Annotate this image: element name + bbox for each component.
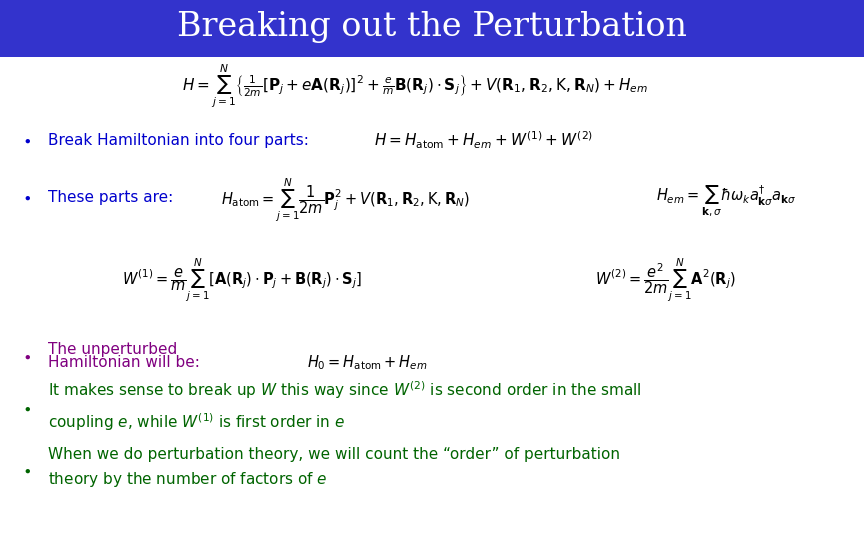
Text: The unperturbed: The unperturbed [48,342,177,357]
Text: $\bullet$: $\bullet$ [22,462,30,477]
Text: $H = \sum_{j=1}^{N}\left\{\frac{1}{2m}\left[\mathbf{P}_j + e\mathbf{A}\left(\mat: $H = \sum_{j=1}^{N}\left\{\frac{1}{2m}\l… [181,63,648,110]
Text: $W^{(2)} = \dfrac{e^2}{2m}\sum_{j=1}^{N}\mathbf{A}^2\left(\mathbf{R}_j\right)$: $W^{(2)} = \dfrac{e^2}{2m}\sum_{j=1}^{N}… [595,257,735,305]
Text: Hamiltonian will be:: Hamiltonian will be: [48,355,200,370]
Text: $\bullet$: $\bullet$ [22,190,30,205]
Text: $H_{em} = \sum_{\mathbf{k},\sigma}\hbar\omega_k a_{\mathbf{k}\sigma}^{\dagger}a_: $H_{em} = \sum_{\mathbf{k},\sigma}\hbar\… [656,183,796,219]
Text: $H_0 = H_{\mathrm{atom}} + H_{em}$: $H_0 = H_{\mathrm{atom}} + H_{em}$ [307,354,427,372]
Text: Breaking out the Perturbation: Breaking out the Perturbation [177,11,687,43]
Text: $H = H_{\mathrm{atom}} + H_{em} + W^{(1)} + W^{(2)}$: $H = H_{\mathrm{atom}} + H_{em} + W^{(1)… [374,130,594,151]
FancyBboxPatch shape [0,0,864,57]
Text: These parts are:: These parts are: [48,190,173,205]
Text: $H_{\mathrm{atom}} = \sum_{j=1}^{N}\dfrac{1}{2m}\mathbf{P}_j^2 + V\left(\mathbf{: $H_{\mathrm{atom}} = \sum_{j=1}^{N}\dfra… [221,177,470,225]
Text: $\bullet$: $\bullet$ [22,400,30,415]
Text: When we do perturbation theory, we will count the “order” of perturbation
theory: When we do perturbation theory, we will … [48,447,619,489]
Text: It makes sense to break up $W$ this way since $W^{(2)}$ is second order in the s: It makes sense to break up $W$ this way … [48,380,641,433]
Text: Break Hamiltonian into four parts:: Break Hamiltonian into four parts: [48,133,308,148]
Text: $\bullet$: $\bullet$ [22,349,30,364]
Text: $W^{(1)} = \dfrac{e}{m}\sum_{j=1}^{N}\left[\mathbf{A}\left(\mathbf{R}_j\right)\c: $W^{(1)} = \dfrac{e}{m}\sum_{j=1}^{N}\le… [122,257,362,305]
Text: $\bullet$: $\bullet$ [22,133,30,148]
